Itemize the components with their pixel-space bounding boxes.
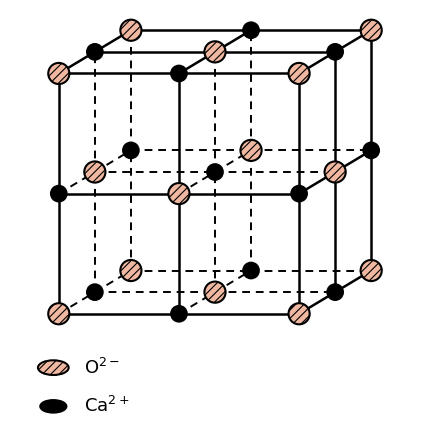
Circle shape — [240, 140, 261, 161]
Circle shape — [171, 66, 187, 81]
Circle shape — [325, 161, 346, 183]
Circle shape — [243, 263, 259, 278]
Circle shape — [289, 303, 310, 324]
Circle shape — [48, 303, 69, 324]
Circle shape — [361, 20, 382, 41]
Circle shape — [171, 306, 187, 322]
Circle shape — [291, 186, 307, 201]
Text: $\mathrm{Ca}^{2+}$: $\mathrm{Ca}^{2+}$ — [83, 396, 129, 416]
Circle shape — [40, 400, 66, 413]
Circle shape — [87, 284, 103, 300]
Circle shape — [327, 44, 343, 60]
Circle shape — [327, 284, 343, 300]
Circle shape — [51, 186, 67, 201]
Circle shape — [289, 63, 310, 84]
Circle shape — [120, 20, 141, 41]
Text: $\mathrm{O}^{2-}$: $\mathrm{O}^{2-}$ — [83, 358, 120, 378]
Circle shape — [363, 143, 379, 158]
Circle shape — [207, 164, 223, 180]
Circle shape — [84, 161, 105, 183]
Circle shape — [87, 44, 103, 60]
Circle shape — [204, 41, 226, 62]
Circle shape — [169, 183, 190, 204]
Circle shape — [243, 22, 259, 38]
Circle shape — [123, 143, 139, 158]
Circle shape — [204, 282, 226, 303]
Circle shape — [120, 260, 141, 281]
Circle shape — [38, 360, 69, 375]
Circle shape — [48, 63, 69, 84]
Circle shape — [361, 260, 382, 281]
